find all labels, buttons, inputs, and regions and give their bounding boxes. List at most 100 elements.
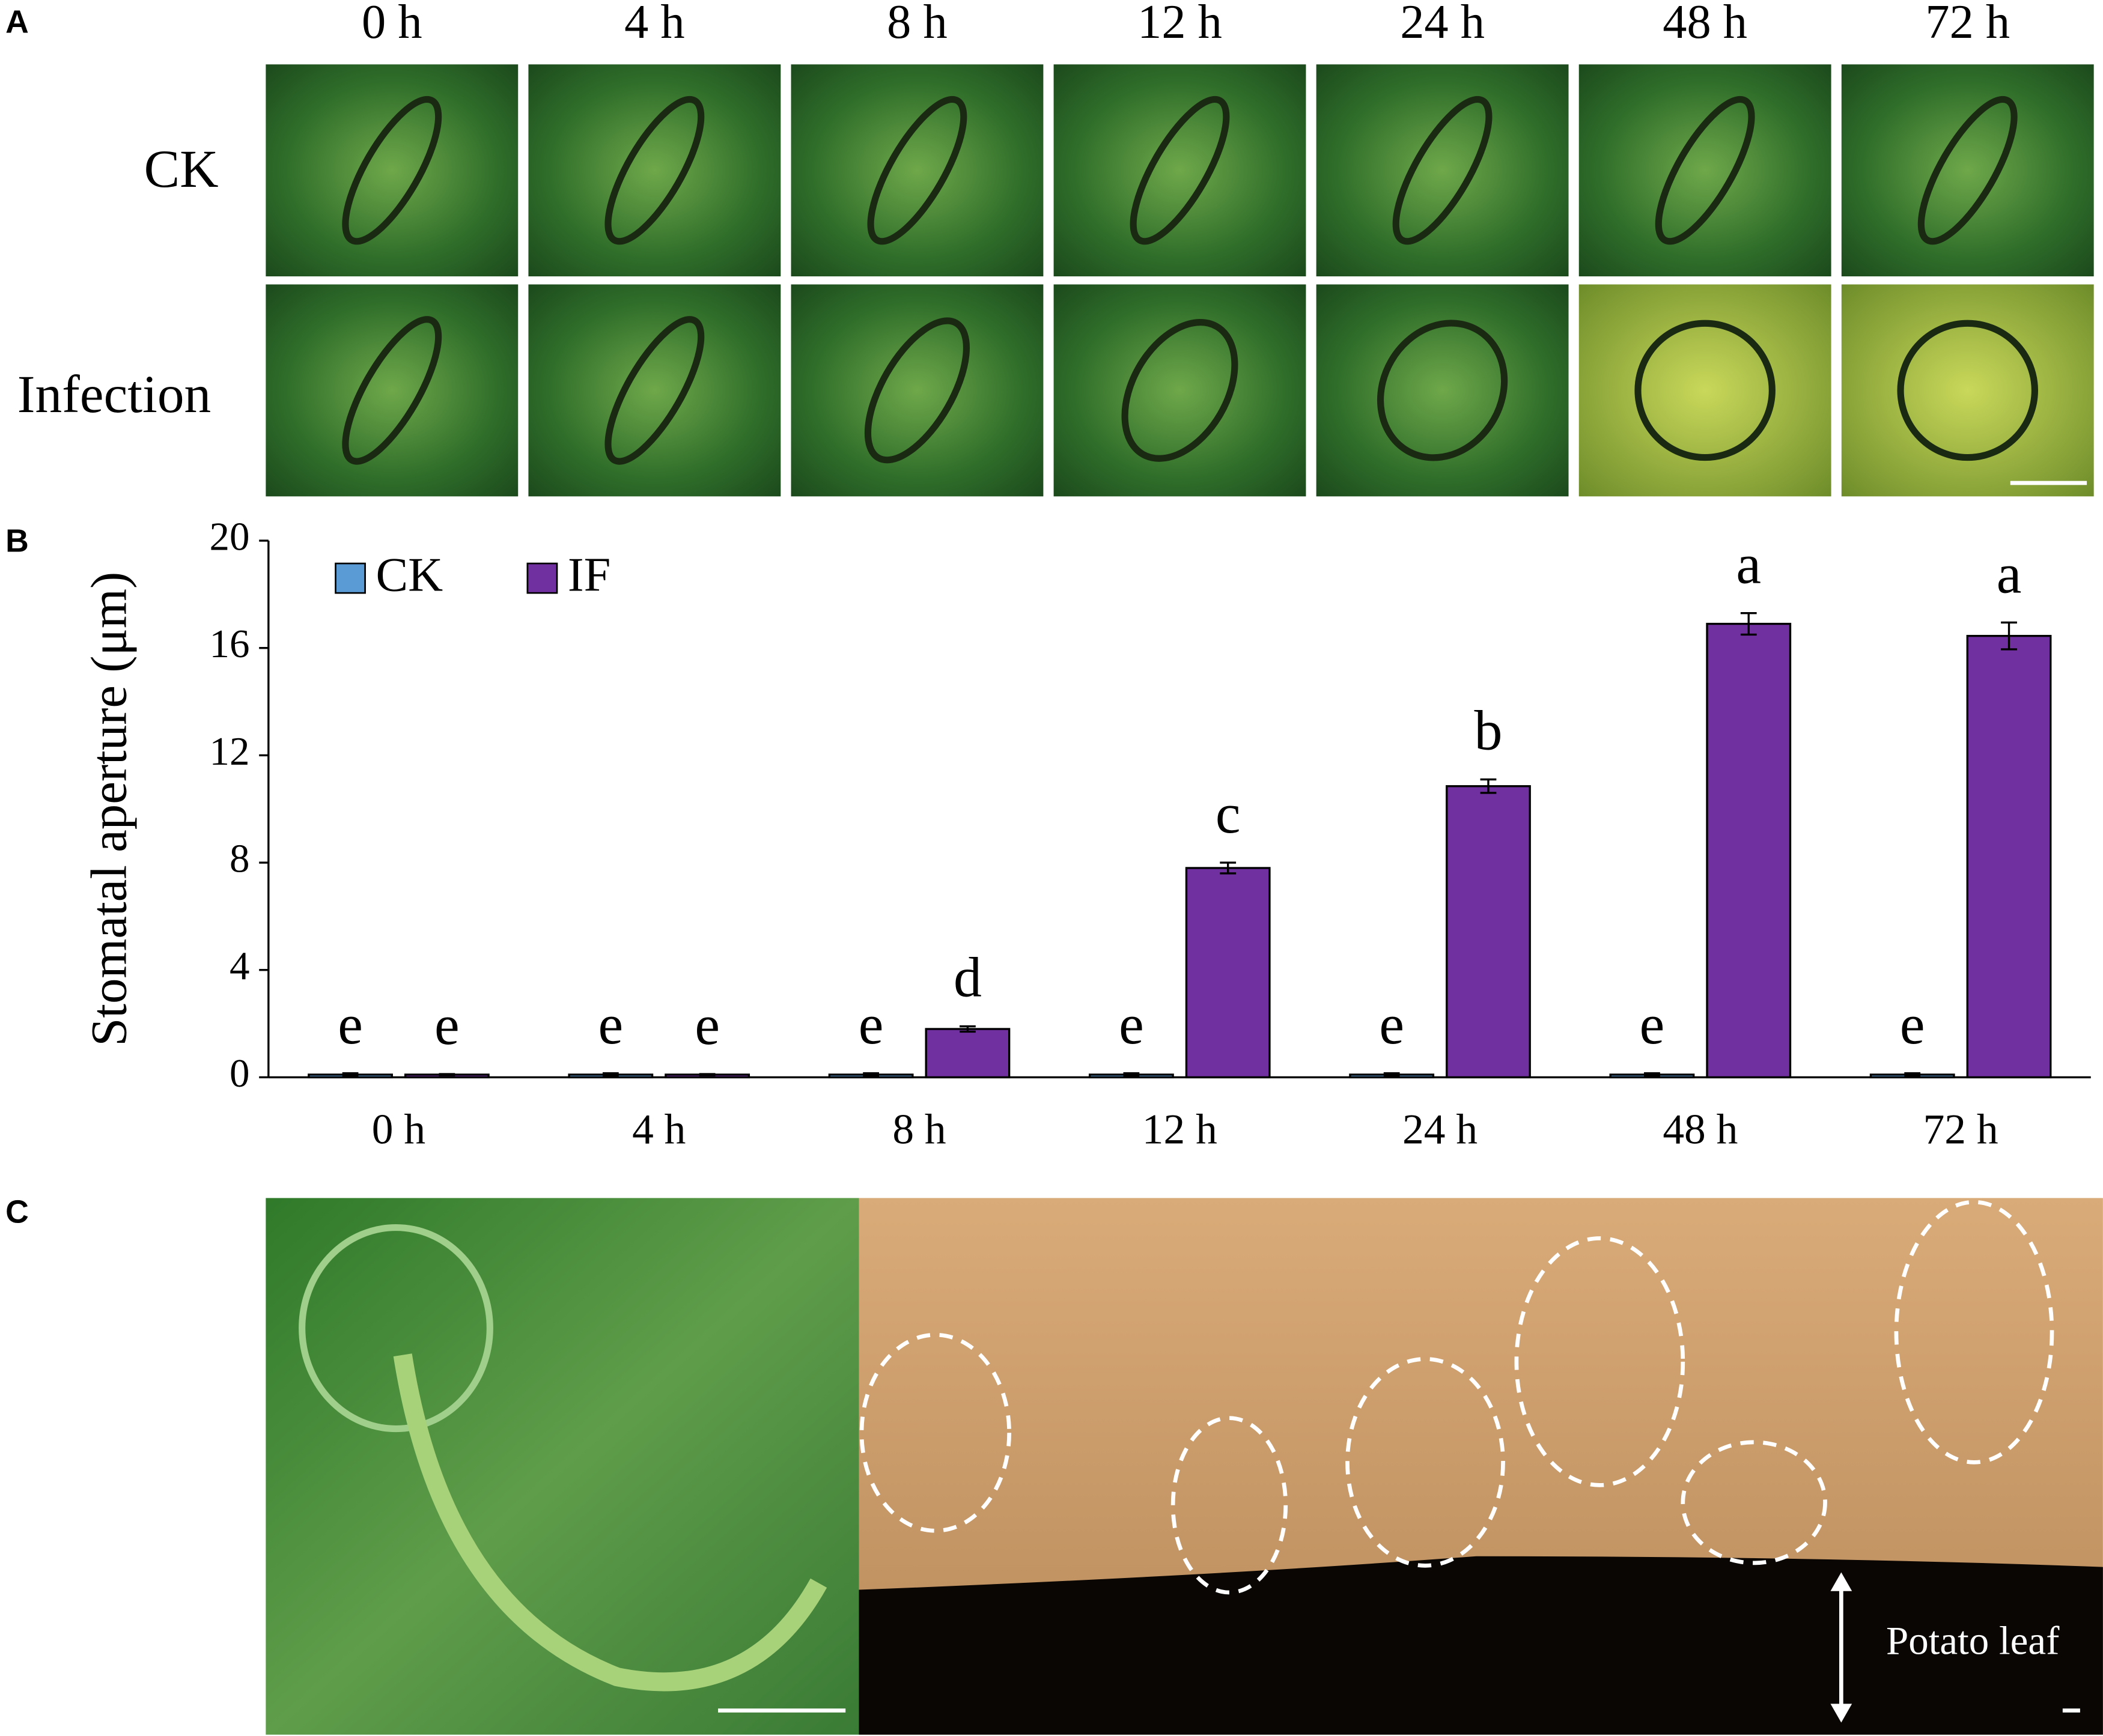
x-tick-label: 8 h	[892, 1106, 946, 1153]
y-axis-label: Stomatal aperture (μm)	[81, 572, 137, 1046]
stoma	[1655, 96, 1755, 245]
significance-letter: b	[1475, 700, 1503, 762]
error-bar	[1220, 861, 1237, 875]
stoma	[867, 96, 967, 245]
column-label: 24 h	[1400, 0, 1485, 49]
stoma	[1917, 96, 2018, 245]
micrograph	[791, 64, 1044, 277]
x-tick-label: 0 h	[372, 1106, 425, 1153]
panel-label: C	[5, 1194, 29, 1230]
significance-letter: e	[598, 994, 624, 1056]
micrograph	[1053, 64, 1306, 277]
micrograph	[528, 284, 781, 497]
panel-c: Potato leaf	[266, 1198, 2103, 1735]
stoma	[604, 316, 705, 465]
column-label: 48 h	[1663, 0, 1747, 49]
stoma	[1377, 320, 1508, 461]
stoma	[1897, 320, 2038, 461]
error-bar	[1383, 1072, 1400, 1077]
y-tick-label: 4	[230, 944, 250, 988]
stoma	[342, 316, 442, 465]
x-tick-label: 4 h	[632, 1106, 686, 1153]
stoma	[1392, 96, 1493, 245]
stoma	[864, 317, 970, 464]
legend-label: IF	[568, 548, 610, 601]
y-tick-label: 12	[210, 729, 250, 774]
x-tick-label: 24 h	[1402, 1106, 1478, 1153]
error-bar	[960, 1025, 976, 1033]
stoma	[604, 96, 705, 245]
micrograph	[266, 284, 519, 497]
panel-a: 0 h 4 h 8 h 12 h 24 h 48 h 72 h CK Infection	[17, 0, 2094, 497]
error-bar	[1480, 778, 1497, 794]
bar	[1706, 622, 1792, 1079]
micrograph	[1053, 284, 1306, 497]
x-tick-label: 48 h	[1663, 1106, 1738, 1153]
significance-letter: e	[434, 994, 460, 1057]
column-label: 4 h	[624, 0, 685, 49]
stoma	[1634, 320, 1776, 461]
significance-letter: e	[1379, 994, 1404, 1056]
stoma	[342, 96, 442, 245]
error-bar	[699, 1073, 716, 1076]
arrow-head	[1830, 1572, 1852, 1723]
error-bar	[2001, 621, 2017, 651]
micrograph	[1578, 64, 1831, 277]
legend-swatch	[335, 562, 366, 594]
leaf	[859, 1556, 2103, 1735]
row-label: Infection	[17, 365, 211, 424]
y-tick-label: 20	[210, 514, 250, 559]
bar	[1966, 634, 2052, 1079]
stoma	[1121, 318, 1238, 462]
column-label: 72 h	[1925, 0, 2010, 49]
micrograph	[266, 64, 519, 277]
leaf-label: Potato leaf	[1886, 1619, 2060, 1663]
panel-label: A	[5, 4, 29, 40]
sporangia-circles	[859, 1200, 2054, 1595]
error-bar	[1644, 1072, 1660, 1077]
micrograph	[1578, 284, 1831, 497]
error-bar	[1740, 612, 1757, 636]
bar	[1446, 785, 1531, 1079]
column-label: 8 h	[887, 0, 948, 49]
error-bar	[1123, 1072, 1140, 1077]
micrograph	[1841, 284, 2094, 497]
germ-tube	[393, 1353, 827, 1692]
legend-swatch	[526, 562, 558, 594]
significance-letter: e	[859, 994, 884, 1056]
row-label: CK	[144, 139, 219, 199]
error-bar	[439, 1073, 455, 1076]
micrograph	[791, 284, 1044, 497]
panel-b: 0 4 8 12 16 20 Stomatal aperture (μm) 0 h e e 4 h e…	[81, 514, 2091, 1153]
error-bar	[342, 1072, 359, 1077]
panel-label: B	[5, 523, 29, 559]
bar	[925, 1028, 1011, 1079]
significance-letter: d	[954, 947, 982, 1009]
significance-letter: e	[1119, 994, 1144, 1056]
bar	[1185, 867, 1271, 1079]
error-bar	[863, 1072, 880, 1077]
significance-letter: e	[1640, 994, 1665, 1056]
y-tick-label: 16	[210, 622, 250, 666]
column-label: 0 h	[362, 0, 422, 49]
micrograph	[1841, 64, 2094, 277]
legend-label: CK	[376, 548, 443, 601]
y-tick-label: 8	[230, 836, 250, 881]
stoma	[299, 1224, 493, 1433]
significance-letter: e	[695, 994, 720, 1057]
error-bar	[1904, 1072, 1921, 1077]
significance-letter: e	[338, 994, 363, 1056]
micrograph	[1316, 64, 1569, 277]
significance-letter: e	[1900, 994, 1925, 1056]
y-tick-label: 0	[230, 1051, 250, 1096]
column-label: 12 h	[1137, 0, 1222, 49]
micrograph	[1316, 284, 1569, 497]
micrograph	[528, 64, 781, 277]
x-tick-label: 12 h	[1142, 1106, 1217, 1153]
x-tick-label: 72 h	[1923, 1106, 1998, 1153]
error-bar	[602, 1072, 619, 1077]
significance-letter: a	[1997, 542, 2022, 605]
significance-letter: c	[1216, 783, 1241, 845]
